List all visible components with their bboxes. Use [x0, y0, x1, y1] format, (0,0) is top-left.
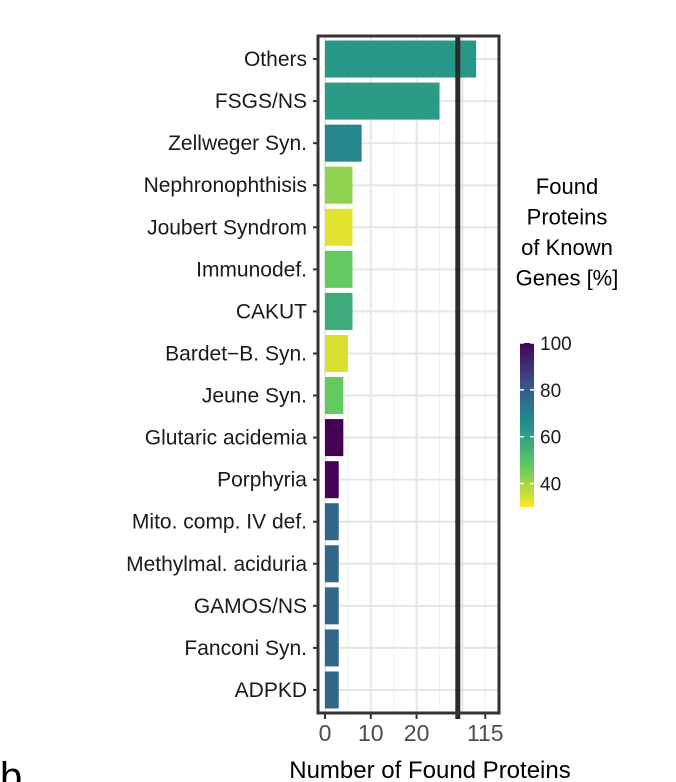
bar	[325, 208, 353, 246]
category-label: Jeune Syn.	[202, 385, 307, 408]
legend-title-line: Genes [%]	[516, 266, 619, 291]
colorbar	[520, 343, 534, 507]
category-label: Nephronophthisis	[144, 174, 307, 197]
category-label: Immunodef.	[196, 258, 307, 281]
category-label: Porphyria	[217, 469, 307, 492]
x-tick-label: 115	[467, 720, 504, 746]
category-label: Zellweger Syn.	[168, 132, 307, 155]
legend-tick-label: 60	[540, 428, 561, 449]
category-label: CAKUT	[236, 300, 307, 323]
bar	[325, 377, 344, 415]
category-label: FSGS/NS	[215, 90, 307, 113]
category-label: Glutaric acidemia	[145, 427, 308, 450]
category-label: Fanconi Syn.	[184, 637, 307, 660]
bar	[325, 461, 339, 499]
grid	[324, 38, 499, 711]
bar	[325, 82, 440, 120]
bar	[325, 292, 353, 330]
bars	[325, 40, 477, 709]
y-axis-labels: Others FSGS/NS Zellweger Syn. Nephronophthi…	[126, 48, 318, 702]
bar	[325, 629, 339, 667]
bar	[325, 250, 353, 288]
bar	[325, 40, 477, 78]
category-label: ADPKD	[235, 679, 307, 702]
x-tick-label: 0	[319, 720, 332, 746]
legend-tick-label: 80	[540, 381, 561, 402]
legend-title-line: Proteins	[527, 205, 608, 230]
panel-border	[316, 34, 501, 715]
bar	[325, 503, 339, 541]
category-label: Methylmal. aciduria	[126, 553, 307, 576]
bar	[325, 587, 339, 625]
color-legend: Found Proteins of Known Genes [%] 100 80 60 40	[516, 174, 619, 507]
x-tick-label: 20	[404, 720, 430, 746]
legend-tick-label: 100	[540, 334, 572, 355]
category-label: Others	[244, 48, 307, 71]
legend-title-line: Found	[536, 174, 598, 199]
category-label: Bardet−B. Syn.	[165, 342, 307, 365]
legend-tick-label: 40	[540, 475, 561, 496]
category-label: Mito. comp. IV def.	[132, 511, 307, 534]
category-label: Joubert Syndrom	[147, 216, 307, 239]
x-axis-ticks: 0 10 20 115	[319, 713, 504, 746]
bar	[325, 124, 362, 162]
x-tick-label: 10	[358, 720, 384, 746]
category-label: GAMOS/NS	[194, 595, 307, 618]
bar	[325, 671, 339, 709]
bar	[325, 545, 339, 583]
x-axis-title: Number of Found Proteins	[289, 757, 570, 782]
bar	[325, 334, 348, 372]
bar	[325, 419, 344, 457]
legend-title-line: of Known	[521, 235, 613, 260]
panel-label: b	[0, 755, 22, 782]
bar	[325, 166, 353, 204]
